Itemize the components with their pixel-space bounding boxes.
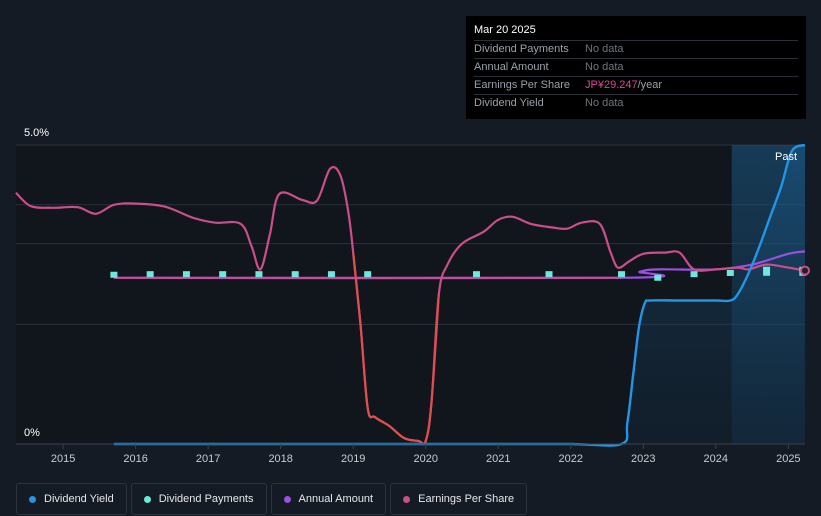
legend-dot-icon — [283, 495, 291, 503]
tooltip-unit: /year — [637, 79, 663, 91]
x-tick-label: 2022 — [559, 453, 583, 465]
legend-item-dividend-yield[interactable]: Dividend Yield — [16, 483, 127, 515]
tooltip-label: Dividend Payments — [474, 43, 569, 55]
x-tick-label: 2023 — [631, 453, 655, 465]
x-tick-label: 2020 — [413, 453, 437, 465]
legend-item-earnings-per-share[interactable]: Earnings Per Share — [390, 483, 528, 515]
legend-dot-icon — [403, 495, 411, 503]
tooltip: Mar 20 2025 Dividend Payments No data An… — [466, 16, 806, 119]
past-label: Past — [775, 151, 797, 163]
legend-label: Annual Amount — [298, 493, 374, 505]
x-tick-label: 2025 — [776, 453, 800, 465]
tooltip-label: Annual Amount — [474, 61, 549, 73]
tooltip-date: Mar 20 2025 — [474, 24, 536, 36]
x-tick-label: 2019 — [341, 453, 365, 465]
dividend-payment-marker — [763, 266, 771, 276]
x-tick-label: 2015 — [51, 453, 75, 465]
y-axis-label-top: 5.0% — [24, 127, 49, 139]
tooltip-row-annual-amount: Annual Amount No data — [474, 58, 798, 76]
legend-label: Earnings Per Share — [418, 493, 515, 505]
dividend-payment-marker — [182, 271, 190, 278]
eps-low-segment-line — [352, 252, 440, 446]
x-tick-label: 2017 — [196, 453, 220, 465]
tooltip-label: Dividend Yield — [474, 97, 544, 109]
dividend-payment-marker — [291, 271, 299, 278]
tooltip-value: JP¥29.247 — [585, 79, 638, 91]
dividend-payment-marker — [472, 271, 480, 278]
dividend-payment-marker — [545, 271, 553, 278]
tooltip-label: Earnings Per Share — [474, 79, 570, 91]
dividend-payment-marker — [364, 271, 372, 278]
dividend-payment-marker — [255, 271, 263, 278]
tooltip-value: No data — [585, 97, 624, 109]
x-tick-label: 2024 — [704, 453, 728, 465]
tooltip-row-dividend-payments: Dividend Payments No data — [474, 40, 798, 58]
y-axis-label-bottom: 0% — [24, 427, 40, 439]
dividend-yield-area — [113, 145, 805, 446]
tooltip-row-eps: Earnings Per Share JP¥29.247/year — [474, 76, 798, 94]
tooltip-value: No data — [585, 43, 624, 55]
legend-item-dividend-payments[interactable]: Dividend Payments — [130, 483, 267, 515]
legend: Dividend Yield Dividend Payments Annual … — [16, 483, 528, 515]
dividend-payment-marker — [110, 271, 118, 278]
legend-dot-icon — [29, 495, 36, 503]
x-tick-label: 2016 — [123, 453, 147, 465]
dividend-payment-marker — [219, 271, 227, 278]
dividend-payment-marker — [690, 271, 698, 278]
x-tick-label: 2018 — [268, 453, 292, 465]
dividend-payment-marker — [327, 271, 335, 278]
dividend-payment-marker — [618, 271, 626, 278]
eps-end-marker — [800, 265, 810, 276]
legend-label: Dividend Payments — [158, 493, 254, 505]
dividend-payment-marker — [726, 269, 734, 276]
dividend-payment-marker — [146, 271, 154, 278]
x-tick-label: 2021 — [486, 453, 510, 465]
legend-item-annual-amount[interactable]: Annual Amount — [270, 483, 387, 515]
legend-dot-icon — [143, 495, 151, 503]
tooltip-value: No data — [585, 61, 624, 73]
dividend-payment-marker — [654, 274, 662, 281]
tooltip-row-dividend-yield: Dividend Yield No data — [474, 94, 798, 112]
legend-label: Dividend Yield — [44, 493, 114, 505]
